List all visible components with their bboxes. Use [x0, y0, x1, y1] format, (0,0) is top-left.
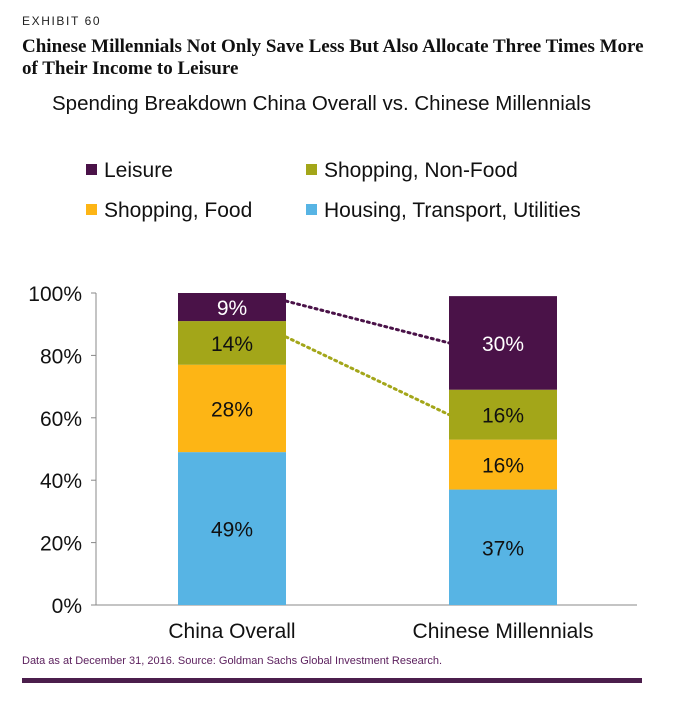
exhibit-label: EXHIBIT 60	[22, 14, 102, 28]
legend-swatch	[306, 204, 317, 215]
y-tick-label: 20%	[40, 533, 82, 556]
bar-segment	[449, 389, 557, 440]
y-tick-label: 80%	[40, 345, 82, 368]
x-tick-label: Chinese Millennials	[413, 620, 594, 643]
headline: Chinese Millennials Not Only Save Less B…	[22, 36, 644, 79]
legend-swatch	[86, 164, 97, 175]
y-tick-label: 40%	[40, 470, 82, 493]
data-label: 16%	[482, 455, 524, 478]
data-label: 30%	[482, 333, 524, 356]
footnote: Data as at December 31, 2016. Source: Go…	[22, 655, 443, 667]
chart-title: Spending Breakdown China Overall vs. Chi…	[52, 92, 591, 115]
data-label: 37%	[482, 537, 524, 560]
connector-line	[284, 299, 451, 345]
legend-label: Shopping, Non-Food	[324, 159, 518, 182]
y-tick-label: 0%	[52, 595, 82, 618]
data-label: 9%	[217, 297, 247, 320]
connector-line	[284, 335, 451, 417]
bar-segment	[178, 452, 286, 605]
footer-rule	[22, 678, 642, 683]
legend-swatch	[306, 164, 317, 175]
legend-label: Shopping, Food	[104, 199, 252, 222]
bar-segment	[178, 321, 286, 365]
data-label: 28%	[211, 398, 253, 421]
bar-segment	[178, 364, 286, 453]
bar-segment	[449, 296, 557, 390]
bar-segment	[449, 439, 557, 490]
legend-label: Housing, Transport, Utilities	[324, 199, 581, 222]
legend-swatch	[86, 204, 97, 215]
bar-segment	[178, 293, 286, 322]
y-tick-label: 100%	[28, 283, 82, 306]
stacked-bar-chart: Leisure Shopping, Non-Food Shopping, Food H…	[28, 159, 637, 643]
legend-label: Leisure	[104, 159, 173, 182]
y-tick-label: 60%	[40, 408, 82, 431]
bar-segment	[449, 489, 557, 605]
data-label: 49%	[211, 519, 253, 542]
data-label: 16%	[482, 405, 524, 428]
x-tick-label: China Overall	[168, 620, 295, 643]
data-label: 14%	[211, 333, 253, 356]
